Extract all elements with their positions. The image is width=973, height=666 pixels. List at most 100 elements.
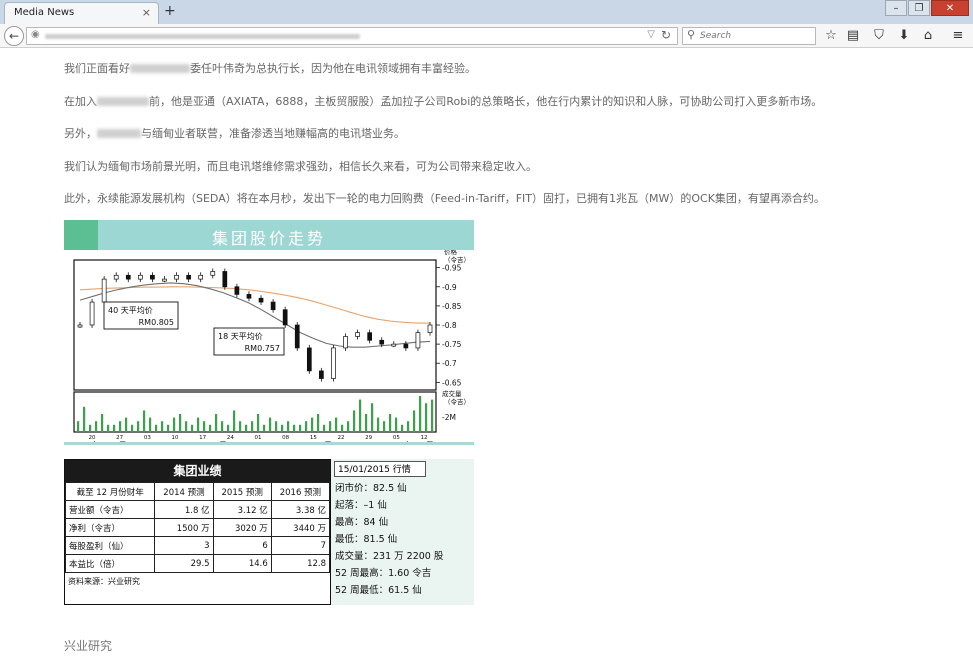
volume-bar — [305, 421, 308, 432]
tab-close-icon[interactable]: × — [141, 6, 151, 19]
volume-bar — [95, 421, 98, 432]
market-line: 52 周最低：61.5 仙 — [335, 585, 422, 596]
volume-bar — [83, 406, 86, 432]
pocket-icon[interactable]: ⛉ — [874, 28, 884, 43]
volume-bar — [341, 424, 344, 432]
price-tick-label: -0.7 — [442, 359, 457, 368]
market-info: 15/01/2015 行情 闭市价：82.5 仙 起落：–1 仙 最高：84 仙… — [331, 459, 474, 605]
table-row: 营业额（令吉） 1.8 亿 3.12 亿 3.38 亿 — [64, 500, 331, 519]
month-label: 11 月 — [204, 441, 227, 442]
annotation-box — [103, 301, 179, 330]
reload-icon[interactable]: ↻ — [660, 28, 671, 42]
maximize-button[interactable]: ❐ — [908, 0, 930, 16]
menu-icon[interactable]: ≡ — [952, 28, 964, 43]
address-bar[interactable]: ◉ ▽ ↻ — [26, 27, 678, 45]
price-tick-label: -0.8 — [442, 321, 457, 330]
price-tick-label: -0.95 — [442, 264, 462, 273]
annotation-value: RM0.757 — [245, 344, 280, 353]
candle-body — [306, 347, 312, 372]
price-tick-label: -0.75 — [442, 340, 462, 349]
volume-bar — [263, 424, 266, 432]
volume-bar — [191, 424, 194, 432]
download-icon[interactable]: ⬇ — [898, 28, 910, 43]
volume-bar — [257, 414, 260, 432]
x-tick-label: 08 — [282, 435, 289, 441]
volume-bar — [239, 421, 242, 432]
bookmark-star-icon[interactable]: ☆ — [825, 28, 837, 43]
reading-list-icon[interactable]: ▤ — [846, 28, 860, 43]
candle-body — [294, 324, 300, 349]
back-button[interactable]: ← — [4, 26, 24, 46]
close-window-button[interactable]: ✕ — [931, 0, 969, 16]
price-tick-label: -0.85 — [442, 302, 462, 311]
volume-axis-label: （令吉） — [444, 397, 470, 406]
candle-body — [319, 370, 324, 379]
results-title: 集团业绩 — [65, 460, 330, 482]
candle-body — [89, 301, 95, 326]
volume-bar — [407, 421, 410, 432]
volume-bar — [371, 403, 374, 432]
volume-bar — [431, 399, 434, 432]
results-grid: 截至 12 月份财年 2014 预测 2015 预测 2016 预测 营业额（令… — [64, 482, 331, 573]
volume-bar — [359, 399, 362, 432]
header-cell: 2016 预测 — [270, 482, 331, 501]
volume-bar — [155, 424, 158, 432]
search-input[interactable]: ⚲ Search — [682, 27, 816, 45]
table-cell: 3 — [154, 536, 214, 555]
redacted-name — [130, 64, 190, 73]
table-row: 本益比（倍） 29.5 14.6 12.8 — [64, 554, 331, 573]
annotation-box — [213, 327, 285, 356]
volume-bar — [215, 414, 218, 432]
volume-bar — [113, 424, 116, 432]
candle-body — [246, 294, 252, 299]
candle-body — [125, 274, 131, 280]
volume-bar — [317, 414, 320, 432]
volume-bar — [353, 410, 356, 432]
tab-media-news[interactable]: Media News × — [4, 2, 159, 24]
blurred-url — [45, 34, 360, 39]
text-segment: 委任叶伟奇为总执行长，因为他在电讯领域拥有丰富经验。 — [190, 62, 476, 75]
volume-bar — [401, 424, 404, 432]
volume-bar — [389, 414, 392, 432]
candle-body — [234, 286, 240, 295]
row-label: 本益比（倍） — [64, 554, 156, 573]
search-icon: ⚲ — [687, 28, 696, 41]
month-label: 12 月 — [309, 441, 332, 442]
volume-bar — [197, 417, 200, 432]
volume-axis-label: 成交量 — [442, 389, 462, 398]
x-tick-label: 15 — [310, 435, 317, 441]
volume-bar — [233, 410, 236, 432]
home-icon[interactable]: ⌂ — [923, 28, 933, 43]
volume-bar — [89, 424, 92, 432]
candle-body — [331, 347, 336, 379]
candle-body — [101, 278, 107, 303]
results-source: 资料来源：兴业研究 — [68, 577, 140, 586]
volume-bar — [161, 421, 164, 432]
row-label: 营业额（令吉） — [64, 500, 156, 519]
table-cell: 1.8 亿 — [154, 500, 214, 519]
volume-bar — [221, 421, 224, 432]
x-tick-label: 01 — [255, 435, 262, 441]
volume-bar — [413, 410, 416, 432]
x-tick-label: 22 — [338, 435, 345, 441]
volume-bar — [347, 421, 350, 432]
new-tab-button[interactable]: + — [164, 3, 176, 19]
price-axis-label: 价格 — [444, 250, 458, 256]
text-segment: 在加入 — [64, 95, 97, 108]
candle-body — [77, 324, 83, 328]
volume-bar — [287, 421, 290, 432]
chart-header-accent — [64, 220, 98, 250]
dropdown-arrow-icon[interactable]: ▽ — [647, 29, 655, 40]
candle-body — [162, 278, 167, 282]
table-cell: 3020 万 — [212, 518, 272, 537]
x-tick-label: 03 — [144, 435, 151, 441]
paragraph-1: 我们正面看好 委任叶伟奇为总执行长，因为他在电讯领域拥有丰富经验。 — [64, 60, 476, 76]
paragraph-2: 在加入 前，他是亚通（AXIATA，6888，主板贸服股）孟加拉子公司Robi的总… — [64, 93, 822, 109]
volume-bar — [419, 396, 422, 432]
table-header-row: 截至 12 月份财年 2014 预测 2015 预测 2016 预测 — [64, 482, 331, 501]
minimize-button[interactable]: – — [885, 0, 907, 16]
x-tick-label: 20 — [89, 435, 96, 441]
volume-bar — [275, 421, 278, 432]
market-date: 15/01/2015 行情 — [334, 461, 426, 477]
volume-bar — [125, 417, 128, 432]
